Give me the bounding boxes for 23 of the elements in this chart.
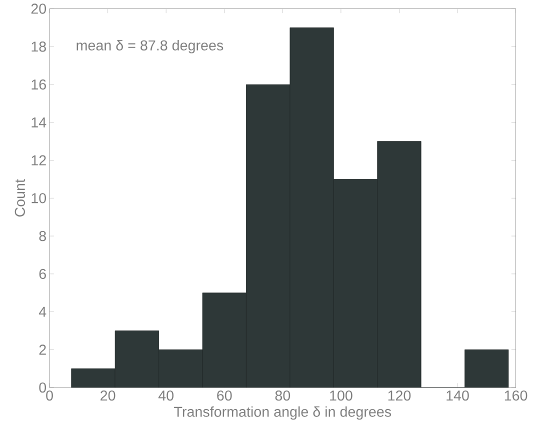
- y-tick-label: 4: [38, 307, 46, 317]
- x-tick-label: 160: [504, 390, 528, 401]
- x-tick-label: 120: [388, 390, 411, 401]
- y-tick-label: 8: [39, 231, 46, 242]
- x-tick-label: 0: [46, 390, 53, 401]
- y-tick-label: 10: [32, 193, 46, 204]
- annotation: mean δ = 87.8 degrees: [76, 40, 224, 54]
- x-tick-label: 140: [446, 390, 469, 401]
- x-tick-label: 100: [330, 390, 352, 401]
- x-tick-label: 80: [275, 390, 290, 401]
- x-tick-label: 60: [217, 390, 232, 401]
- y-axis-title: Count: [14, 179, 25, 217]
- y-tick-label: 12: [32, 155, 46, 166]
- x-axis-title: Transformation angle δ in degrees: [174, 406, 392, 420]
- y-tick-label: 14: [32, 118, 46, 128]
- y-tick-label: 6: [39, 268, 46, 280]
- y-tick-label: 16: [32, 80, 46, 90]
- y-tick-label: 20: [31, 4, 46, 14]
- x-tick-label: 40: [158, 390, 174, 401]
- y-tick-label: 2: [39, 344, 46, 355]
- y-tick-label: 18: [32, 42, 46, 52]
- x-tick-label: 20: [100, 390, 116, 401]
- y-tick-label: 0: [39, 382, 46, 393]
